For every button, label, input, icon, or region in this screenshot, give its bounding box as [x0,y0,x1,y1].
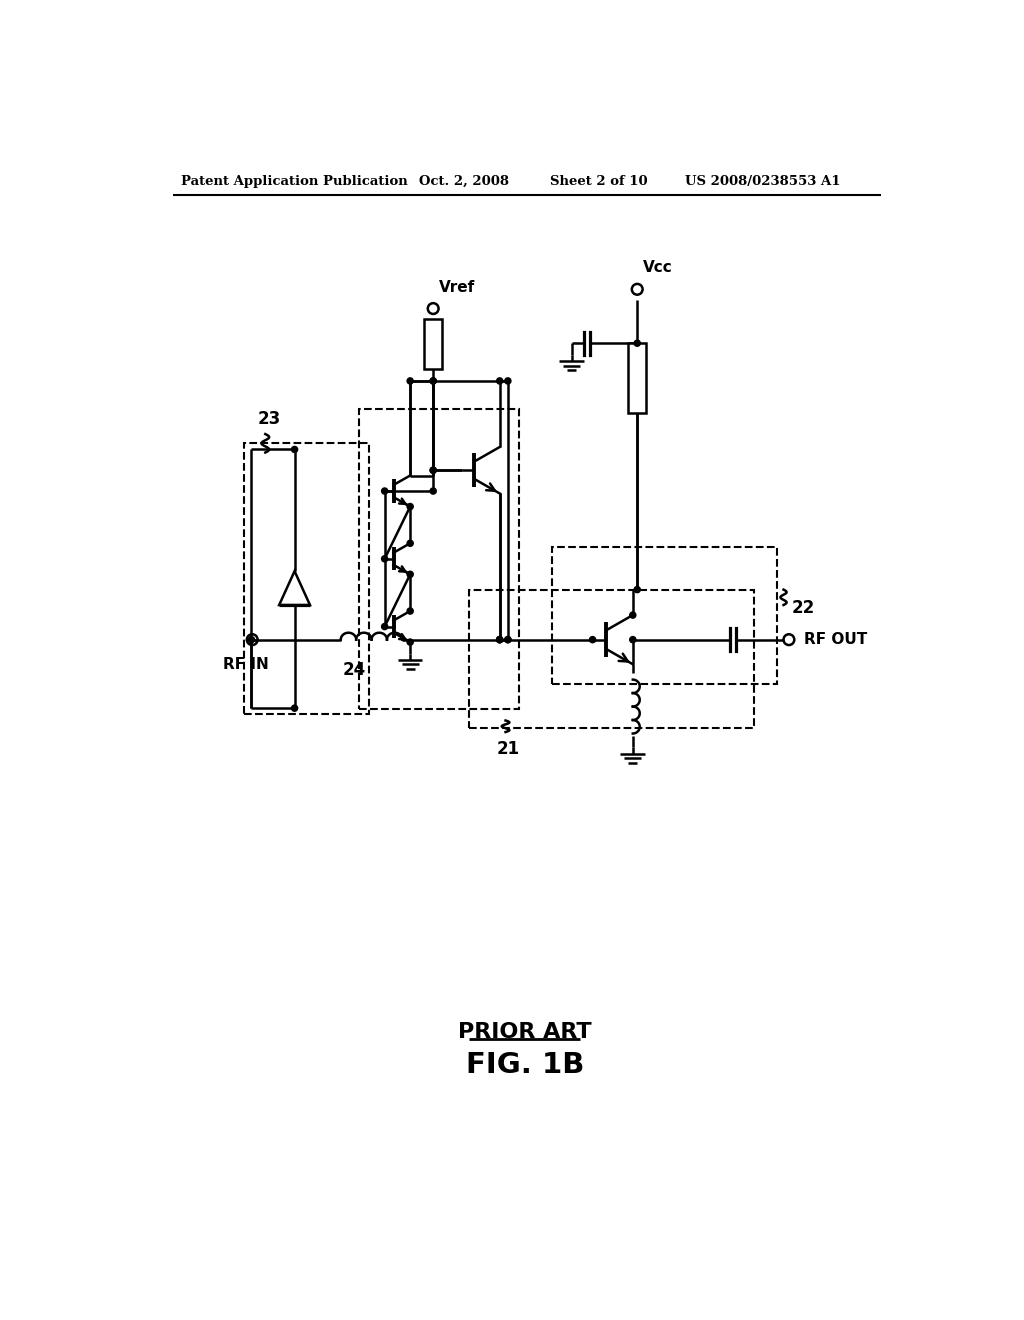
Bar [359,409,519,709]
Text: 22: 22 [792,599,814,616]
Circle shape [505,636,511,643]
Circle shape [590,636,596,643]
Text: Sheet 2 of 10: Sheet 2 of 10 [550,176,648,187]
Circle shape [630,612,636,618]
Text: PRIOR ART: PRIOR ART [458,1023,592,1043]
Circle shape [382,623,388,630]
Circle shape [634,586,640,593]
Text: Vcc: Vcc [643,260,673,276]
Bar [552,548,777,684]
Text: US 2008/0238553 A1: US 2008/0238553 A1 [685,176,841,187]
Circle shape [630,636,636,643]
Text: RF OUT: RF OUT [804,632,867,647]
Circle shape [430,488,436,494]
Bar [469,590,755,729]
Circle shape [497,636,503,643]
Circle shape [408,639,414,645]
Text: 24: 24 [342,661,366,680]
Circle shape [408,572,414,577]
Bar [244,444,370,714]
Circle shape [497,636,503,643]
Circle shape [497,378,503,384]
Circle shape [249,636,255,643]
Circle shape [430,467,436,474]
Bar [424,319,442,370]
Text: 23: 23 [258,411,281,428]
Circle shape [497,636,503,643]
Circle shape [430,378,436,384]
Circle shape [408,378,414,384]
Circle shape [382,488,388,494]
Circle shape [292,446,298,453]
Text: Oct. 2, 2008: Oct. 2, 2008 [419,176,509,187]
Circle shape [408,540,414,546]
Circle shape [292,705,298,711]
Circle shape [505,636,511,643]
Text: RF IN: RF IN [223,656,269,672]
Text: Vref: Vref [439,280,475,294]
Circle shape [505,378,511,384]
Circle shape [430,467,436,474]
Bar [628,343,646,412]
Circle shape [408,609,414,614]
Text: 21: 21 [497,739,519,758]
Circle shape [430,378,436,384]
Circle shape [382,556,388,562]
Circle shape [408,503,414,510]
Text: Patent Application Publication: Patent Application Publication [180,176,408,187]
Circle shape [634,341,640,346]
Text: FIG. 1B: FIG. 1B [466,1051,584,1078]
